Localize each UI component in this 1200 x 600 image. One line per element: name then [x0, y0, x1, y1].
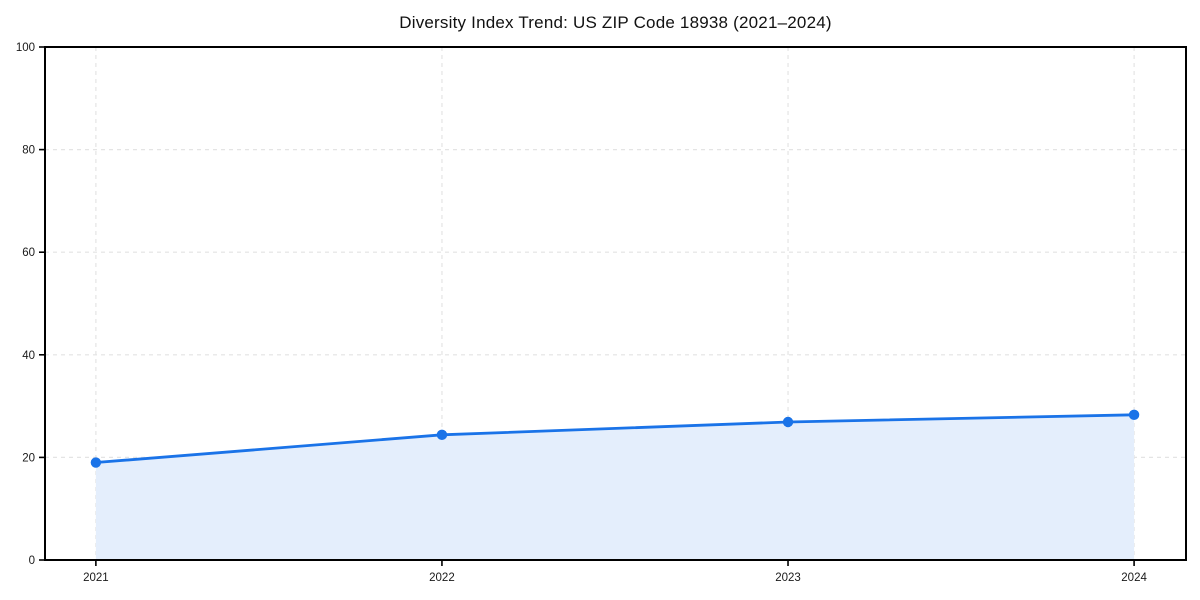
- x-tick-label: 2024: [1121, 572, 1147, 584]
- y-tick-label: 40: [22, 350, 35, 362]
- data-point-marker: [436, 429, 448, 441]
- y-tick-label: 60: [22, 247, 35, 259]
- plot-border: [44, 46, 1187, 561]
- chart-title: Diversity Index Trend: US ZIP Code 18938…: [399, 13, 832, 32]
- y-tick-label: 80: [22, 145, 35, 157]
- data-point-marker: [782, 416, 794, 428]
- x-tick-label: 2022: [429, 572, 455, 584]
- area-fill: [95, 414, 1135, 560]
- y-tick-label: 20: [22, 452, 35, 464]
- y-tick-label: 100: [16, 42, 35, 54]
- y-tick-label: 0: [29, 555, 35, 567]
- x-tick-label: 2021: [83, 572, 109, 584]
- trend-line: [94, 413, 1136, 464]
- x-tick-label: 2023: [775, 572, 801, 584]
- data-point-marker: [90, 457, 102, 468]
- data-point-marker: [1128, 409, 1140, 421]
